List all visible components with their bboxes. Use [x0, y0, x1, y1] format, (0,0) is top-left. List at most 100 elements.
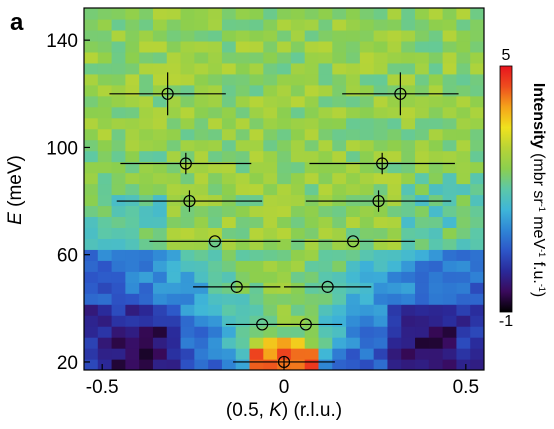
heatmap-cell [180, 51, 195, 64]
heatmap-cell [442, 205, 458, 218]
heatmap-cell [304, 304, 320, 316]
heatmap-cell [415, 150, 430, 163]
heatmap-cell [442, 183, 458, 196]
heatmap-cell [208, 205, 223, 218]
heatmap-cell [180, 238, 195, 250]
heatmap-cell [304, 205, 320, 218]
heatmap-cell [249, 161, 264, 174]
heatmap-cell [208, 337, 223, 349]
data-point [179, 157, 192, 170]
heatmap-cell [442, 51, 458, 64]
heatmap-cell [139, 315, 154, 327]
heatmap-cell [221, 216, 237, 228]
heatmap-cell [235, 117, 251, 130]
heatmap-cell [318, 18, 333, 31]
heatmap-cell [139, 249, 154, 261]
heatmap-cell [318, 337, 333, 349]
heatmap-cell [139, 150, 154, 163]
heatmap-cell [359, 73, 375, 86]
heatmap-cell [125, 238, 140, 250]
heatmap-cell [470, 271, 484, 283]
heatmap-cell [277, 216, 292, 228]
heatmap-cell [290, 293, 306, 305]
heatmap-cell [263, 139, 278, 152]
heatmap-cell [263, 337, 278, 349]
heatmap-cell [318, 106, 333, 119]
heatmap-cell [277, 40, 292, 53]
heatmap-cell [180, 337, 195, 349]
heatmap-cell [304, 29, 320, 42]
heatmap-cell [111, 326, 126, 338]
heatmap-cell [277, 326, 292, 338]
heatmap-cell [359, 282, 375, 294]
heatmap-cell [166, 51, 182, 64]
heatmap-cell [84, 271, 99, 283]
heatmap-cell [387, 84, 402, 97]
heatmap-cell [373, 249, 389, 261]
heatmap-cell [166, 161, 182, 174]
heatmap-cell [359, 359, 375, 370]
y-axis-title: E (meV) [5, 155, 26, 225]
heatmap-cell [235, 106, 251, 119]
heatmap-cell [428, 29, 444, 42]
heatmap-cell [428, 95, 444, 108]
heatmap-cell [428, 183, 444, 196]
heatmap-cell [277, 62, 292, 75]
heatmap-cell [166, 315, 182, 327]
heatmap-cell [194, 73, 209, 86]
heatmap-cell [346, 161, 361, 174]
heatmap-cell [84, 95, 99, 108]
heatmap-cell [456, 150, 471, 163]
heatmap-cell [318, 183, 333, 196]
heatmap-cell [470, 249, 484, 261]
heatmap-cell [194, 238, 209, 250]
heatmap-cell [318, 194, 333, 207]
heatmap-cell [249, 139, 264, 152]
heatmap-cell [139, 18, 154, 31]
heatmap-cell [415, 106, 430, 119]
heatmap-cell [318, 216, 333, 228]
heatmap-cell [332, 95, 347, 108]
x-axis-title-prefix: (0.5, [226, 400, 269, 421]
heatmap-cell [387, 40, 402, 53]
heatmap-cell [84, 8, 99, 20]
heatmap-cell [304, 8, 320, 20]
heatmap-cell [401, 161, 416, 174]
heatmap-cell [111, 249, 126, 261]
heatmap-cell [235, 238, 251, 250]
heatmap-cell [318, 227, 333, 239]
heatmap-cell [194, 95, 209, 108]
heatmap-cell [387, 194, 402, 207]
heatmap-cell [401, 238, 416, 250]
heatmap-cell [415, 238, 430, 250]
heatmap-cell [166, 326, 182, 338]
heatmap-cell [208, 216, 223, 228]
heatmap-cell [97, 150, 113, 163]
heatmap-cell [442, 348, 458, 360]
heatmap-cell [387, 8, 402, 20]
heatmap-cell [180, 205, 195, 218]
heatmap-cell [373, 205, 389, 218]
heatmap-cell [97, 249, 113, 261]
heatmap-cell [415, 337, 430, 349]
heatmap-cell [456, 249, 471, 261]
heatmap-cell [332, 161, 347, 174]
heatmap-cell [359, 150, 375, 163]
heatmap-cell [249, 238, 264, 250]
heatmap-cell [139, 194, 154, 207]
data-point [183, 194, 196, 208]
heatmap-cell [97, 304, 113, 316]
heatmap-cell [166, 216, 182, 228]
heatmap-cell [290, 337, 306, 349]
heatmap-cell [401, 348, 416, 360]
heatmap-cell [428, 117, 444, 130]
heatmap-cell [373, 227, 389, 239]
heatmap-cell [359, 95, 375, 108]
heatmap-cell [387, 183, 402, 196]
heatmap-cell [290, 62, 306, 75]
heatmap-cell [470, 227, 484, 239]
heatmap-cell [125, 51, 140, 64]
heatmap-cell [263, 161, 278, 174]
heatmap-cell [332, 238, 347, 250]
heatmap-cell [318, 161, 333, 174]
